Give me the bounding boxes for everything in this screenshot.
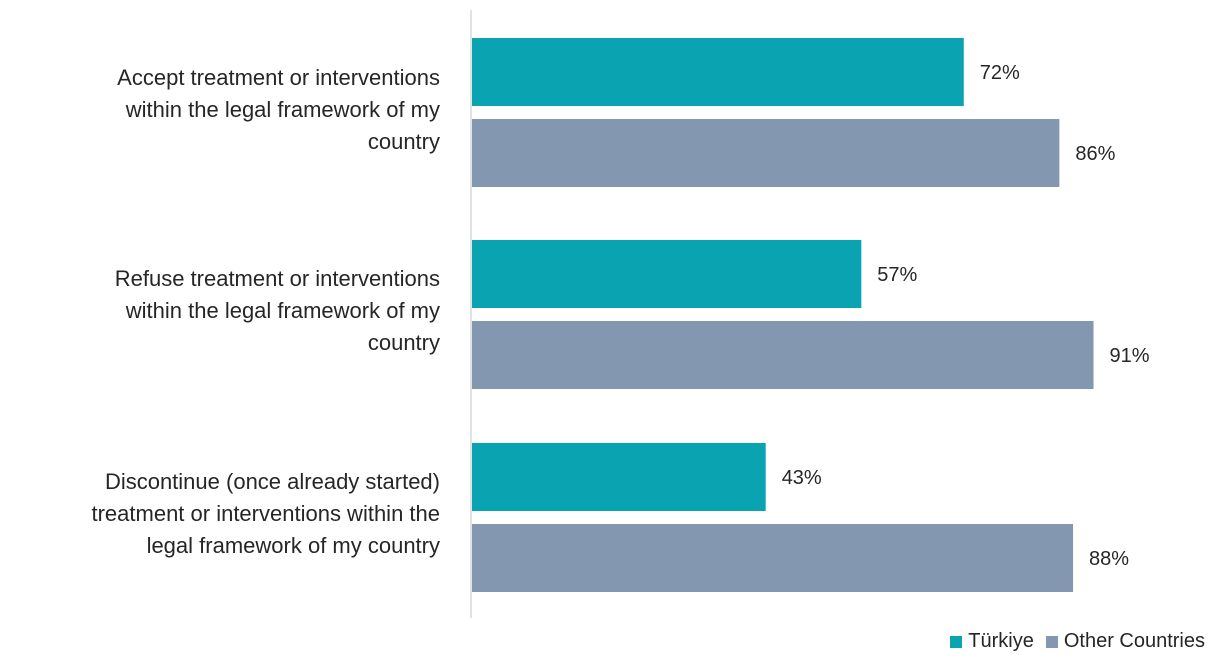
category-label-line: Accept treatment or interventions <box>117 65 440 90</box>
category-label-line: country <box>367 129 440 154</box>
category-label-2: Refuse treatment or interventions within … <box>0 263 440 359</box>
category-label-line: within the legal framework of my <box>125 298 440 323</box>
bars-group <box>472 38 1094 592</box>
legend-swatch-turkiye <box>950 635 963 648</box>
category-label-line: legal framework of my country <box>146 533 440 558</box>
category-label-3: Discontinue (once already started) treatm… <box>0 466 440 562</box>
legend-item-turkiye: Türkiye <box>950 630 1034 653</box>
data-label-t-rkiye-1: 72% <box>980 62 1020 84</box>
data-label-other-countries-1: 86% <box>1075 143 1115 165</box>
bar-t-rkiye-2 <box>472 240 862 308</box>
legend-item-other-countries: Other Countries <box>1045 630 1205 653</box>
legend-label-turkiye: Türkiye <box>968 630 1034 652</box>
category-label-line: Discontinue (once already started) <box>104 469 440 494</box>
bar-other-countries-2 <box>472 321 1094 389</box>
bar-t-rkiye-1 <box>472 38 964 106</box>
category-label-line: within the legal framework of my <box>125 97 440 122</box>
category-label-line: country <box>367 330 440 355</box>
bar-t-rkiye-3 <box>472 443 766 511</box>
category-label-line: Refuse treatment or interventions <box>114 266 440 291</box>
data-label-t-rkiye-2: 57% <box>877 264 917 286</box>
legend-label-other-countries: Other Countries <box>1063 630 1205 652</box>
bar-other-countries-3 <box>472 524 1074 592</box>
data-label-t-rkiye-3: 43% <box>782 467 822 489</box>
data-label-other-countries-3: 88% <box>1089 548 1129 570</box>
data-labels-group: 72% 86% 57% 91% 43% 88% <box>782 62 1150 570</box>
legend: Türkiye Other Countries <box>938 630 1205 653</box>
data-label-other-countries-2: 91% <box>1110 345 1150 367</box>
bar-other-countries-1 <box>472 119 1060 187</box>
legend-swatch-other-countries <box>1045 635 1058 648</box>
category-label-line: treatment or interventions within the <box>91 501 440 526</box>
category-label-1: Accept treatment or interventions within … <box>0 62 440 158</box>
